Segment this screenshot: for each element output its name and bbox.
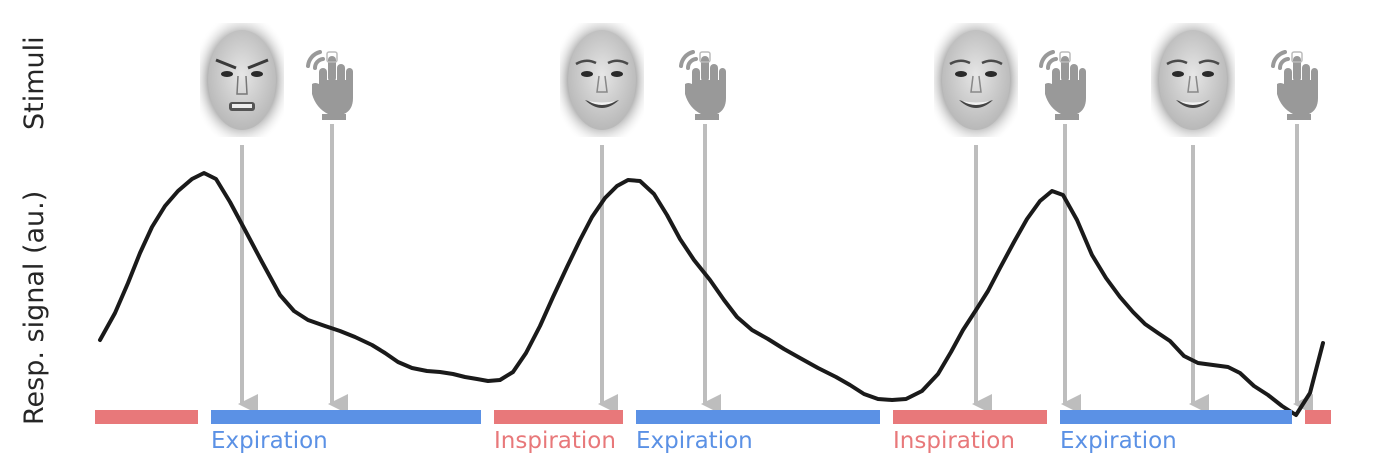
button-press-hand-icon <box>679 50 728 122</box>
expiration-phase-label: Expiration <box>1060 428 1177 454</box>
stimuli-axis-label: Stimuli <box>19 36 50 130</box>
button-press-hand-icon <box>1039 50 1088 122</box>
happy-face-stimulus <box>932 21 1020 139</box>
stimulus-arrows <box>238 124 1313 414</box>
inspiration-phase-segment <box>95 410 198 424</box>
respiration-phase-bar: Expiration Inspiration Expiration Inspirati… <box>95 410 1331 454</box>
stimuli-row <box>198 21 1320 139</box>
angry-face-stimulus <box>198 21 286 139</box>
inspiration-phase-label: Inspiration <box>494 428 616 454</box>
y-axis-labels: Stimuli Resp. signal (au.) <box>19 36 50 425</box>
expiration-phase-segment <box>636 410 880 424</box>
expiration-phase-segment <box>1060 410 1292 424</box>
expiration-phase-label: Expiration <box>636 428 753 454</box>
inspiration-phase-segment <box>494 410 623 424</box>
happy-face-stimulus <box>1149 21 1237 139</box>
button-press-hand-icon <box>306 50 355 122</box>
happy-face-stimulus <box>558 21 646 139</box>
expiration-phase-label: Expiration <box>211 428 328 454</box>
button-press-hand-icon <box>1271 50 1320 122</box>
inspiration-phase-segment <box>1305 410 1331 424</box>
resp-signal-axis-label: Resp. signal (au.) <box>19 191 50 425</box>
respiration-signal-line <box>98 171 1325 417</box>
expiration-phase-segment <box>211 410 481 424</box>
inspiration-phase-segment <box>893 410 1047 424</box>
inspiration-phase-label: Inspiration <box>893 428 1015 454</box>
